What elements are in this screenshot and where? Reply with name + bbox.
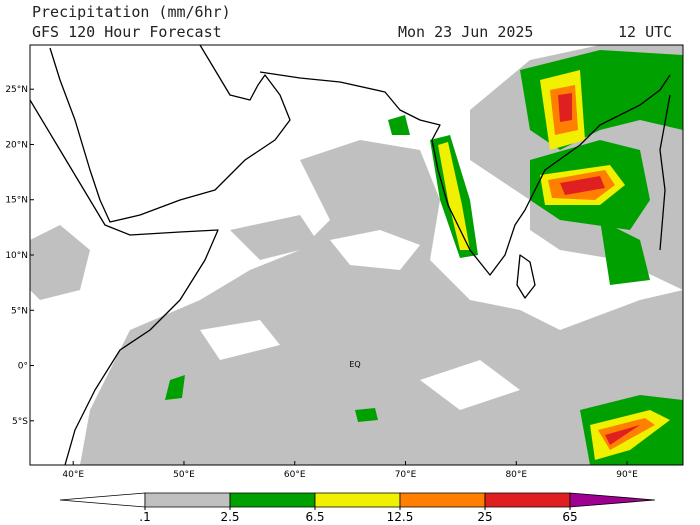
date: Mon 23 Jun 2025 bbox=[398, 23, 533, 41]
colorbar-segment bbox=[144, 492, 231, 508]
precip-heavy bbox=[438, 70, 670, 460]
colorbar-label: 12.5 bbox=[387, 510, 414, 524]
colorbar-label: 25 bbox=[477, 510, 492, 524]
lon-tick-label: 90°E bbox=[616, 470, 638, 480]
lat-tick-label: 25°N bbox=[5, 85, 28, 95]
colorbar-label: 65 bbox=[562, 510, 577, 524]
title: Precipitation (mm/6hr) bbox=[32, 3, 231, 21]
colorbar-label: .1 bbox=[139, 510, 150, 524]
lon-tick-label: 40°E bbox=[62, 470, 84, 480]
colorbar-segment bbox=[484, 492, 571, 508]
lon-tick-label: 80°E bbox=[505, 470, 527, 480]
lat-tick-label: 0° bbox=[18, 362, 28, 372]
colorbar: .1 2.5 6.5 12.5 25 65 bbox=[59, 492, 656, 524]
lat-tick-label: 20°N bbox=[5, 140, 28, 150]
precip-holes bbox=[200, 230, 620, 410]
coastlines bbox=[30, 45, 671, 465]
lon-tick-label: 70°E bbox=[395, 470, 417, 480]
colorbar-segment bbox=[314, 492, 401, 508]
subtitle: GFS 120 Hour Forecast bbox=[32, 23, 222, 41]
lat-tick-label: 5°N bbox=[11, 306, 28, 316]
colorbar-label: 6.5 bbox=[305, 510, 324, 524]
lat-tick-label: 15°N bbox=[5, 196, 28, 206]
colorbar-segment bbox=[229, 492, 316, 508]
map: EQ bbox=[29, 44, 684, 466]
colorbar-segment bbox=[59, 492, 146, 508]
colorbar-segment bbox=[399, 492, 486, 508]
colorbar-label: 2.5 bbox=[220, 510, 239, 524]
time: 12 UTC bbox=[618, 23, 672, 41]
lon-tick-label: 60°E bbox=[284, 470, 306, 480]
equator-label: EQ bbox=[349, 360, 360, 369]
colorbar-segment bbox=[569, 492, 656, 508]
lat-tick-label: 5°S bbox=[12, 417, 28, 427]
lat-tick-label: 10°N bbox=[5, 251, 28, 261]
lon-tick-label: 50°E bbox=[173, 470, 195, 480]
